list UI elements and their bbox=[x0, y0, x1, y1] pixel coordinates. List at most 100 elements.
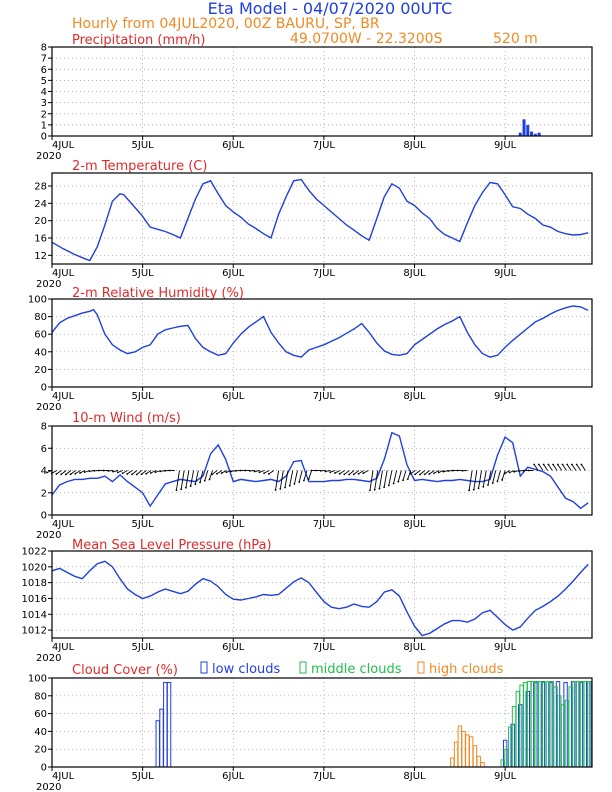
wind-barb bbox=[473, 470, 478, 490]
precip-ytick-label: 8 bbox=[41, 43, 47, 54]
precip-xtick-label: 5JUL bbox=[132, 140, 155, 151]
wind-barb-head bbox=[288, 484, 291, 487]
wind-barb-head bbox=[175, 489, 178, 492]
wind-barb-head bbox=[315, 469, 317, 472]
cloud-ytick-label: 40 bbox=[34, 727, 47, 738]
legend-high-label: high clouds bbox=[429, 662, 504, 677]
wind-barb-head bbox=[234, 469, 237, 472]
precip-bar bbox=[522, 119, 526, 136]
cloud-ytick-label: 80 bbox=[34, 691, 47, 702]
temp-panel: 2-m Temperature (C) 12 16 20 24 28 4JUL 5JUL 6JU… bbox=[34, 159, 593, 290]
wind-barb-head bbox=[527, 469, 530, 472]
wind-barb bbox=[122, 470, 128, 474]
wind-barb-head bbox=[194, 483, 197, 486]
wind-barb bbox=[180, 470, 185, 490]
wind-xtick-label: 5JUL bbox=[132, 519, 155, 530]
temp-ytick-label: 12 bbox=[34, 251, 47, 262]
temp-ytick-label: 28 bbox=[34, 182, 47, 193]
wind-barb-head bbox=[159, 470, 162, 473]
wind-ytick-label: 2 bbox=[41, 488, 47, 499]
wind-barb-head bbox=[225, 471, 228, 474]
wind-barb bbox=[344, 470, 350, 475]
cloud-xtick-label: 9JUL bbox=[494, 771, 517, 782]
wind-barb-head bbox=[279, 488, 282, 490]
wind-barb-head bbox=[116, 471, 119, 474]
temp-xtick-label: 7JUL bbox=[313, 268, 336, 279]
precip-ytick-label: 4 bbox=[41, 87, 47, 98]
mslp-ytick-label: 1020 bbox=[22, 562, 47, 573]
wind-barb bbox=[419, 470, 426, 475]
precip-bar bbox=[537, 132, 541, 136]
station-elevation: 520 m bbox=[493, 31, 538, 47]
rh-frame bbox=[51, 298, 593, 388]
wind-barb-head bbox=[164, 469, 166, 472]
cloud-bar-high-clouds bbox=[468, 736, 474, 768]
wind-barb-head bbox=[199, 481, 201, 484]
wind-barb bbox=[334, 470, 341, 474]
wind-barb-head bbox=[580, 463, 583, 466]
wind-barb bbox=[176, 470, 180, 491]
mslp-title: Mean Sea Level Pressure (hPa) bbox=[72, 538, 272, 553]
precip-ytick-label: 0 bbox=[41, 132, 47, 143]
wind-barb bbox=[504, 470, 511, 474]
precip-xtick-label: 8JUL bbox=[403, 140, 426, 151]
rh-xtick-label: 4JUL bbox=[52, 391, 75, 402]
wind-barb-head bbox=[135, 473, 138, 476]
wind-barb bbox=[383, 470, 388, 488]
wind-barb-head bbox=[249, 469, 251, 472]
wind-barb-head bbox=[319, 469, 322, 472]
wind-barb-head bbox=[267, 472, 270, 475]
legend-high-swatch bbox=[417, 661, 425, 674]
temp-xtick-label: 4JUL bbox=[52, 268, 75, 279]
mslp-year-label: 2020 bbox=[36, 653, 61, 664]
wind-barb-head bbox=[145, 472, 148, 475]
legend-middle-label: middle clouds bbox=[311, 662, 402, 677]
cloud-title: Cloud Cover (%) bbox=[72, 663, 178, 678]
wind-barb-head bbox=[310, 469, 313, 472]
wind-ytick-label: 8 bbox=[41, 422, 47, 433]
wind-barb-head bbox=[352, 473, 355, 476]
wind-barb bbox=[268, 470, 275, 475]
wind-barb bbox=[216, 470, 223, 475]
mslp-xtick-label: 5JUL bbox=[132, 642, 155, 653]
wind-barb-head bbox=[74, 472, 77, 475]
precip-xtick-label: 9JUL bbox=[494, 140, 517, 151]
wind-xtick-label: 4JUL bbox=[52, 519, 75, 530]
precip-bar bbox=[518, 132, 522, 136]
precip-xtick-label: 7JUL bbox=[313, 140, 336, 151]
wind-barb-head bbox=[373, 488, 376, 491]
wind-barb-head bbox=[258, 471, 261, 474]
wind-barb-head bbox=[508, 471, 511, 474]
wind-barb-head bbox=[338, 472, 341, 475]
wind-barb-head bbox=[513, 470, 516, 473]
wind-barb-head bbox=[428, 473, 431, 475]
wind-barb bbox=[308, 470, 313, 480]
wind-barb bbox=[353, 470, 360, 475]
cloud-bar-high-clouds bbox=[450, 757, 455, 768]
wind-barb-head bbox=[419, 473, 421, 476]
wind-ytick-label: 4 bbox=[41, 466, 47, 477]
wind-barb-head bbox=[547, 463, 550, 466]
wind-barb bbox=[374, 470, 379, 490]
precip-frame bbox=[51, 46, 593, 137]
wind-barb bbox=[501, 470, 506, 481]
cloud-year-label: 2020 bbox=[36, 782, 61, 792]
chart-subtitle: Hourly from 04JUL2020, 00Z BAURU, SP, BR bbox=[72, 16, 380, 32]
mslp-frame bbox=[51, 550, 593, 639]
wind-barb bbox=[414, 470, 421, 475]
wind-barb-head bbox=[423, 473, 426, 476]
wind-barb bbox=[478, 470, 482, 489]
wind-barb bbox=[284, 470, 289, 488]
wind-barb-head bbox=[387, 484, 390, 487]
cloud-xtick-label: 5JUL bbox=[132, 771, 155, 782]
wind-barb-head bbox=[93, 469, 96, 472]
precip-bar bbox=[533, 133, 537, 136]
wind-barb bbox=[358, 470, 364, 475]
wind-xtick-label: 7JUL bbox=[313, 519, 336, 530]
wind-xtick-label: 8JUL bbox=[403, 519, 426, 530]
cloud-bar-high-clouds bbox=[480, 762, 485, 768]
rh-ytick-label: 20 bbox=[34, 365, 47, 376]
wind-barb bbox=[397, 470, 402, 482]
wind-barb bbox=[221, 470, 227, 474]
wind-barb-head bbox=[522, 469, 525, 472]
